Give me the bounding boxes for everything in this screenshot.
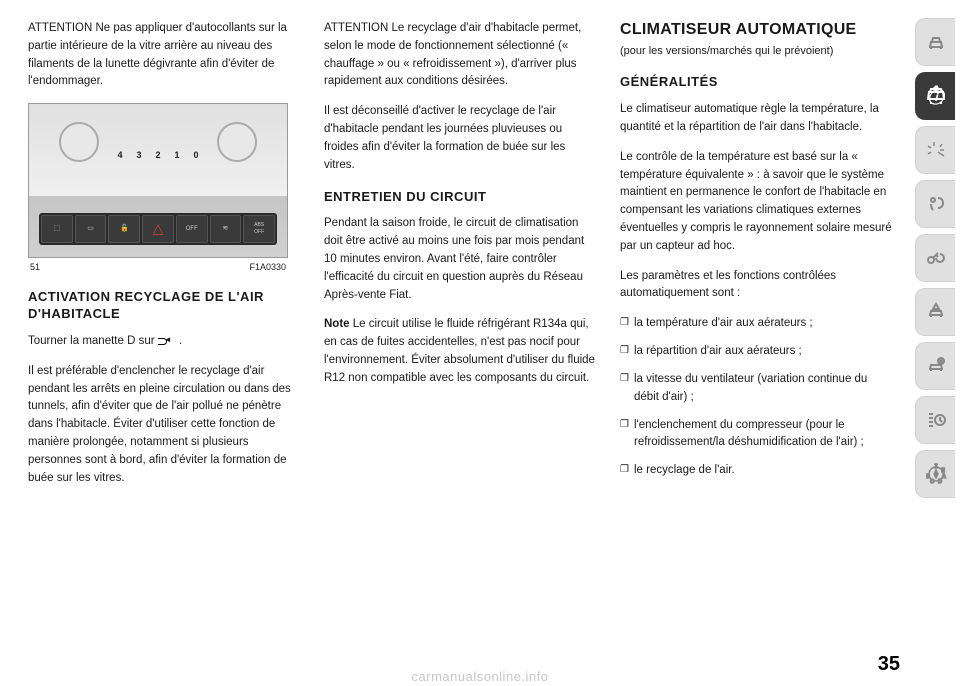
- sidebar-navigation: i ⓘ ZEADCB: [910, 0, 960, 686]
- sidebar-tab-warning[interactable]: [915, 288, 955, 336]
- panel-button: ⬚: [41, 215, 73, 243]
- instruction-text: Tourner la manette D sur: [28, 335, 155, 347]
- recycle-icon: [158, 336, 176, 346]
- paragraph: Le climatiseur automatique règle la temp…: [620, 101, 892, 137]
- heading-entretien: ENTRETIEN DU CIRCUIT: [324, 189, 596, 206]
- dashboard-figure-image: 4 3 2 1 0 ⬚ ▭ 🔓 △ OFF ≋: [28, 103, 288, 258]
- column-1: ATTENTION Ne pas appliquer d'autocollant…: [28, 20, 300, 676]
- watermark: carmanualsonline.info: [412, 669, 549, 684]
- gauge-num: 1: [175, 149, 180, 163]
- sidebar-tab-checklist[interactable]: [915, 396, 955, 444]
- list-item: le recyclage de l'air.: [620, 462, 892, 480]
- paragraph: Pendant la saison froide, le circuit de …: [324, 215, 596, 304]
- panel-button: ▭: [75, 215, 107, 243]
- panel-button: OFF: [176, 215, 208, 243]
- svg-text:D: D: [938, 479, 942, 485]
- list-item: la vitesse du ventilateur (variation con…: [620, 371, 892, 407]
- heading-generalites: GÉNÉRALITÉS: [620, 74, 892, 91]
- panel-button: ≋: [210, 215, 242, 243]
- subtitle: (pour les versions/marchés qui le prévoi…: [620, 43, 892, 60]
- sidebar-tab-car[interactable]: [915, 18, 955, 66]
- hazard-button: △: [142, 215, 174, 243]
- attention-paragraph: ATTENTION Ne pas appliquer d'autocollant…: [28, 20, 300, 91]
- panel-button: ABSOFF: [243, 215, 275, 243]
- sidebar-tab-key[interactable]: [915, 234, 955, 282]
- gauge-num: 4: [117, 149, 122, 163]
- instruction-paragraph: Tourner la manette D sur .: [28, 333, 300, 351]
- sidebar-tab-compass[interactable]: ZEADCB: [915, 450, 955, 498]
- svg-text:A: A: [942, 474, 946, 480]
- gauge-num: 3: [136, 149, 141, 163]
- svg-text:C: C: [930, 479, 934, 485]
- sidebar-tab-airbag[interactable]: [915, 180, 955, 228]
- gauge-num: 2: [155, 149, 160, 163]
- column-2: ATTENTION Le recyclage d'air d'habitacle…: [324, 20, 596, 676]
- paragraph: Le contrôle de la température est basé s…: [620, 149, 892, 256]
- sidebar-tab-light[interactable]: [915, 126, 955, 174]
- figure-number: 51: [30, 261, 40, 275]
- gauge-num: 0: [194, 149, 199, 163]
- attention-paragraph-2: ATTENTION Le recyclage d'air d'habitacle…: [324, 20, 596, 91]
- button-panel: ⬚ ▭ 🔓 △ OFF ≋ ABSOFF: [39, 213, 277, 245]
- list-item: la température d'air aux aérateurs ;: [620, 315, 892, 333]
- page-number: 35: [878, 653, 900, 676]
- panel-button: 🔓: [108, 215, 140, 243]
- paragraph: Il est déconseillé d'activer le recyclag…: [324, 103, 596, 174]
- list-item: l'enclenchement du compresseur (pour le …: [620, 417, 892, 453]
- column-3: CLIMATISEUR AUTOMATIQUE (pour les versio…: [620, 20, 892, 676]
- title-climatiseur: CLIMATISEUR AUTOMATIQUE: [620, 20, 892, 39]
- figure-51: 4 3 2 1 0 ⬚ ▭ 🔓 △ OFF ≋: [28, 103, 288, 275]
- note-text: Le circuit utilise le fluide réfrigérant…: [324, 318, 595, 383]
- figure-code: F1A0330: [249, 261, 286, 275]
- note-paragraph: Note Le circuit utilise le fluide réfrig…: [324, 316, 596, 387]
- paragraph: Les paramètres et les fonctions contrôlé…: [620, 268, 892, 304]
- note-label: Note: [324, 318, 350, 330]
- bullet-list: la température d'air aux aérateurs ; la …: [620, 315, 892, 480]
- sidebar-tab-service[interactable]: [915, 342, 955, 390]
- sidebar-tab-info[interactable]: i ⓘ: [915, 72, 955, 120]
- body-paragraph: Il est préférable d'enclencher le recycl…: [28, 363, 300, 488]
- figure-caption: 51 F1A0330: [28, 261, 288, 275]
- heading-activation: ACTIVATION RECYCLAGE DE L'AIR D'HABITACL…: [28, 289, 300, 323]
- list-item: la répartition d'air aux aérateurs ;: [620, 343, 892, 361]
- content-area: ATTENTION Ne pas appliquer d'autocollant…: [0, 0, 910, 686]
